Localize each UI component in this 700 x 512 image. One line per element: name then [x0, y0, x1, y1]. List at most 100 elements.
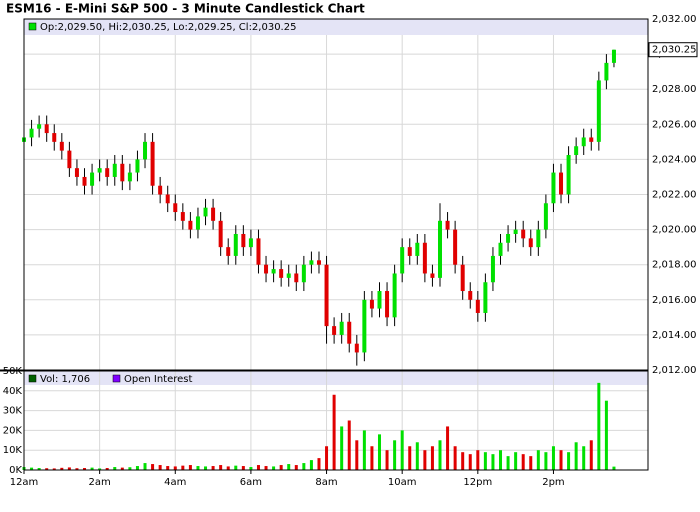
candle-body — [362, 299, 367, 353]
candle-body — [195, 216, 200, 230]
volume-bar — [506, 456, 510, 470]
volume-bar — [483, 452, 487, 470]
volume-bar — [52, 468, 56, 470]
volume-tick-label: 20K — [3, 425, 23, 436]
volume-bar — [574, 442, 578, 470]
candle-body — [506, 233, 511, 243]
candle-body — [354, 343, 359, 353]
candle-body — [422, 242, 427, 274]
candle-body — [52, 133, 57, 142]
volume-bar — [461, 452, 465, 470]
y-tick-label: 2,018.00 — [652, 260, 697, 271]
volume-bar — [173, 466, 177, 470]
candle-body — [332, 326, 337, 335]
volume-bar — [347, 420, 351, 470]
volume-bar — [30, 467, 34, 470]
candle-body — [105, 168, 110, 177]
candle-body — [498, 242, 503, 256]
last-price-label: 2,030.25 — [652, 45, 697, 56]
volume-bar — [393, 440, 397, 470]
candle-body — [604, 62, 609, 81]
volume-bar — [612, 466, 616, 470]
volume-bar — [362, 430, 366, 470]
volume-bar — [272, 466, 276, 470]
volume-bar — [536, 450, 540, 470]
candle-body — [74, 168, 79, 177]
volume-bar — [385, 450, 389, 470]
candle-body — [90, 172, 95, 186]
volume-bar — [196, 466, 200, 470]
legend-swatch — [112, 374, 121, 383]
x-tick-label: 6am — [240, 477, 262, 488]
volume-bar — [241, 466, 245, 470]
volume-bar — [317, 458, 321, 470]
volume-bar — [204, 466, 208, 470]
candle-body — [158, 185, 163, 195]
volume-bar — [181, 465, 185, 470]
candle-body — [112, 163, 117, 177]
candle-body — [589, 137, 594, 142]
ohlc-legend: Op:2,029.50, Hi:2,030.25, Lo:2,029.25, C… — [40, 22, 296, 33]
x-tick-label: 12am — [10, 477, 39, 488]
candle-body — [226, 247, 231, 256]
volume-bar — [514, 452, 518, 470]
volume-bar — [491, 454, 495, 470]
volume-bar — [143, 463, 147, 470]
candle-body — [483, 282, 488, 313]
candle-body — [301, 264, 306, 283]
volume-bar — [544, 452, 548, 470]
volume-bar — [415, 442, 419, 470]
volume-bar — [453, 446, 457, 470]
candle-body — [581, 137, 586, 147]
x-tick-label: 2pm — [542, 477, 564, 488]
x-tick-label: 10am — [388, 477, 417, 488]
candle-body — [611, 49, 616, 63]
volume-bar — [120, 467, 124, 470]
volume-bar — [589, 440, 593, 470]
candle-body — [513, 229, 518, 234]
volume-bar — [438, 440, 442, 470]
volume-bar — [98, 468, 102, 470]
candle-body — [233, 233, 238, 256]
legend-band — [24, 19, 648, 35]
y-tick-label: 2,022.00 — [652, 190, 697, 201]
candle-body — [316, 260, 321, 265]
volume-bar — [551, 446, 555, 470]
candle-body — [438, 220, 442, 278]
volume-bar — [75, 468, 79, 470]
volume-bar — [211, 466, 215, 470]
candle-body — [324, 264, 329, 327]
candle-body — [248, 238, 253, 248]
volume-bar — [226, 466, 230, 470]
candle-body — [218, 220, 223, 248]
volume-bar — [400, 430, 404, 470]
candle-body — [559, 172, 564, 195]
candle-body — [286, 273, 291, 278]
candle-body — [536, 229, 541, 248]
candle-body — [271, 269, 276, 274]
frame — [23, 18, 649, 471]
volume-bar — [264, 466, 268, 470]
volume-bar — [45, 468, 49, 470]
volume-bar — [499, 450, 503, 470]
volume-bar — [83, 468, 87, 470]
volume-tick-label: 50K — [3, 366, 23, 377]
x-tick-label: 8am — [315, 477, 337, 488]
volume-bar — [256, 465, 260, 470]
volume-bar — [60, 467, 64, 470]
y-tick-label: 2,016.00 — [652, 295, 697, 306]
volume-bar — [135, 466, 139, 470]
y-tick-label: 2,026.00 — [652, 119, 697, 130]
volume-bar — [67, 467, 71, 470]
candle-body — [445, 220, 450, 230]
volume-bar — [219, 465, 223, 470]
volume-bar — [355, 440, 359, 470]
candle-body — [165, 194, 170, 204]
volume-bar — [188, 465, 192, 470]
candle-body — [120, 163, 125, 182]
candle-body — [521, 229, 526, 239]
candle-body — [309, 260, 314, 265]
volume-bar — [332, 394, 336, 470]
marks — [22, 49, 616, 470]
